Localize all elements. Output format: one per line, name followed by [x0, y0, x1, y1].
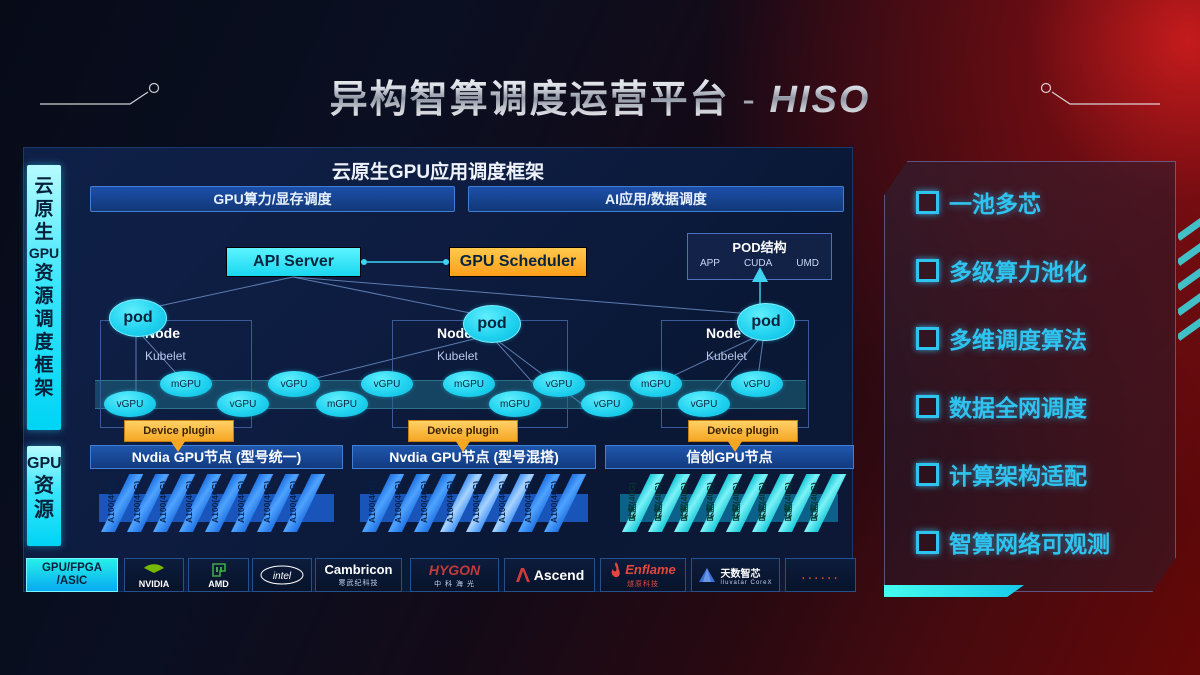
svg-text:intel: intel: [273, 571, 292, 582]
